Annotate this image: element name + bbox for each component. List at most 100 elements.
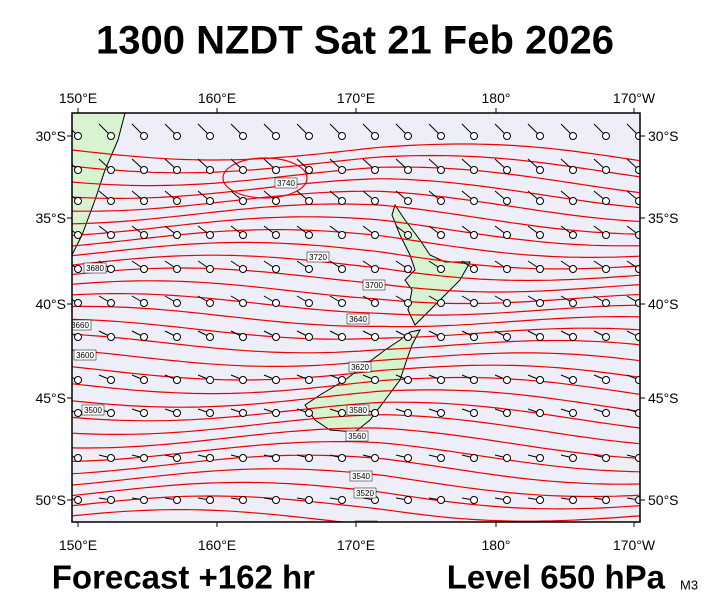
wind-barb (395, 374, 412, 384)
wind-barb (164, 330, 181, 341)
contour-label-box (274, 177, 298, 189)
wind-barb (362, 374, 379, 384)
station (602, 166, 610, 174)
contour-label: 3560 (348, 432, 366, 441)
contour-line (72, 414, 640, 445)
station (602, 197, 610, 205)
station (569, 496, 577, 504)
wind-barb (131, 225, 148, 239)
wind-barb (362, 158, 379, 174)
station (536, 197, 544, 205)
wind-barb (263, 190, 280, 205)
wind-barb (560, 374, 577, 384)
wind-barb (494, 190, 511, 205)
wind-barb (263, 295, 280, 307)
wind-barb (263, 374, 280, 384)
wind-barb (461, 374, 478, 384)
map-layer: 3740 3720 3700 3680 3660 3640 3620 3600 3580 3560… (72, 113, 640, 531)
contour-line (72, 427, 640, 459)
station (503, 376, 511, 384)
station (503, 265, 511, 273)
forecast-label: Forecast +162 hr (52, 559, 315, 596)
wind-barb (263, 496, 280, 504)
station (305, 265, 313, 273)
lat-label: 50°S (35, 492, 66, 508)
contour-line (72, 293, 640, 316)
station (569, 333, 577, 341)
lat-label: 35°S (35, 210, 66, 226)
wind-barb (164, 190, 181, 205)
lat-label: 40°S (35, 296, 66, 312)
station (239, 409, 247, 417)
lat-label: 45°S (35, 390, 66, 406)
station (206, 166, 214, 174)
station (404, 333, 412, 341)
wind-barb (395, 123, 412, 140)
wind-barb (527, 123, 544, 140)
wind-barb (461, 260, 478, 273)
station (470, 231, 478, 239)
station (536, 454, 544, 462)
station (74, 265, 82, 273)
station (305, 376, 313, 384)
wind-barb (527, 374, 544, 384)
contour-label-box (353, 487, 377, 499)
wind-barb (98, 190, 115, 205)
wind-barb (362, 454, 379, 462)
station (437, 496, 445, 504)
station (173, 299, 181, 307)
wind-barb (131, 374, 148, 384)
wind-barb (164, 260, 181, 273)
station (338, 231, 346, 239)
station (569, 197, 577, 205)
station (569, 166, 577, 174)
contour-label: 3680 (86, 264, 104, 273)
wind-barb (494, 158, 511, 174)
contour-line (72, 509, 349, 522)
station (404, 299, 412, 307)
wind-barb (395, 190, 412, 205)
lat-label: 30°S (35, 128, 66, 144)
wind-barb (494, 408, 511, 417)
wind-barb (197, 260, 214, 273)
station (239, 299, 247, 307)
contour-label-box (73, 349, 97, 361)
wind-barb (72, 264, 82, 273)
wind-barb (395, 408, 412, 417)
wind-barb (428, 295, 445, 307)
wind-barb (72, 229, 82, 239)
wind-barb (72, 496, 82, 504)
station (635, 166, 640, 174)
station (305, 231, 313, 239)
station (140, 333, 148, 341)
wind-barb (362, 225, 379, 239)
station (404, 166, 412, 174)
wind-barb (560, 330, 577, 341)
contour-line (72, 305, 640, 328)
wind-barb (461, 295, 478, 307)
lat-label: 50°S (648, 492, 679, 508)
contour-label: 3480 (357, 522, 375, 531)
station (206, 197, 214, 205)
station (404, 376, 412, 384)
wind-barb (461, 496, 478, 504)
station (305, 454, 313, 462)
wind-barb (230, 374, 247, 384)
wind-barb (494, 123, 511, 140)
contour-label: 3540 (352, 472, 370, 481)
station (173, 231, 181, 239)
station (404, 454, 412, 462)
contour-line (72, 203, 640, 235)
station (107, 197, 115, 205)
wind-barb (527, 158, 544, 174)
station (536, 409, 544, 417)
wind-barb (593, 260, 610, 273)
wind-barb (98, 454, 115, 462)
lat-label: 35°S (648, 210, 679, 226)
station (206, 231, 214, 239)
station (470, 496, 478, 504)
wind-barb (527, 330, 544, 341)
station (107, 265, 115, 273)
station (536, 376, 544, 384)
